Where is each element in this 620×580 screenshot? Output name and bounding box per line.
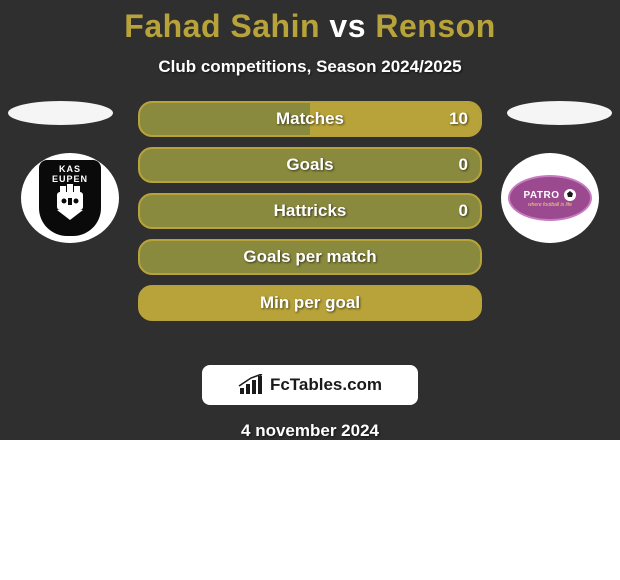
player2-avatar-placeholder <box>507 101 612 125</box>
stat-bar-label: Min per goal <box>260 293 360 313</box>
brand-box: FcTables.com <box>202 365 418 405</box>
subtitle: Club competitions, Season 2024/2025 <box>0 57 620 77</box>
club-right-sub: where football is life <box>528 202 572 208</box>
title-player1: Fahad Sahin <box>124 8 320 44</box>
club-right-oval: PATRO where football is life <box>508 175 592 221</box>
stat-bar-row: Min per goal <box>138 285 482 321</box>
stat-bar-value-right: 0 <box>459 201 468 221</box>
page-title: Fahad Sahin vs Renson <box>0 8 620 45</box>
stat-bar-row: Goals 0 <box>138 147 482 183</box>
club-right-text: PATRO <box>523 190 559 201</box>
date-text: 4 november 2024 <box>0 421 620 441</box>
club-left-line2: EUPEN <box>52 174 88 184</box>
title-vs: vs <box>320 8 375 44</box>
bar-chart-icon <box>238 374 264 396</box>
stat-bar-label: Goals per match <box>243 247 376 267</box>
stat-bar-label: Hattricks <box>274 201 347 221</box>
club-left-line1: KAS <box>59 164 81 174</box>
stat-bar-row: Goals per match <box>138 239 482 275</box>
stat-bar-value-right: 0 <box>459 155 468 175</box>
club-badge-right: PATRO where football is life <box>501 153 599 243</box>
stat-bar-label: Goals <box>286 155 333 175</box>
stat-bars: Matches 10 Goals 0 Hattricks 0 Goals per match… <box>138 101 482 331</box>
stat-bar-value-right: 10 <box>449 109 468 129</box>
club-left-shield: KAS EUPEN <box>39 160 101 236</box>
comparison-card: Fahad Sahin vs Renson Club competitions,… <box>0 0 620 440</box>
club-left-crest-icon <box>53 184 87 222</box>
club-badge-left: KAS EUPEN <box>21 153 119 243</box>
soccer-ball-icon <box>563 188 577 202</box>
title-player2: Renson <box>375 8 495 44</box>
stat-bar-row: Hattricks 0 <box>138 193 482 229</box>
stat-bar-label: Matches <box>276 109 344 129</box>
stat-bar-row: Matches 10 <box>138 101 482 137</box>
player1-avatar-placeholder <box>8 101 113 125</box>
content-area: KAS EUPEN PATRO <box>0 101 620 351</box>
brand-text: FcTables.com <box>270 375 382 395</box>
